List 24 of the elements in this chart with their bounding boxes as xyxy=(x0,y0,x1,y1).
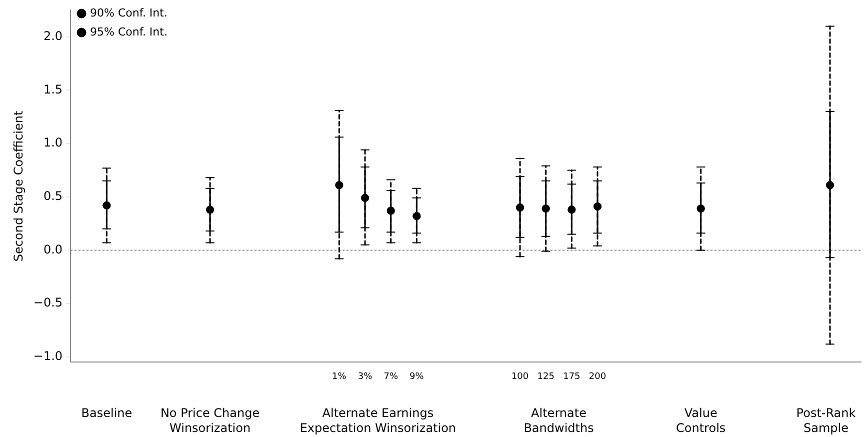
legend-label: 95% Conf. Int. xyxy=(90,25,168,38)
y-tick-label: 1.5 xyxy=(43,82,63,96)
x-tick-label: 100 xyxy=(511,372,529,382)
y-axis-title: Second Stage Coefficient xyxy=(11,110,26,262)
y-tick-label: 1.0 xyxy=(43,136,63,150)
y-tick-label: −0.5 xyxy=(33,296,63,310)
x-tick-label: 1% xyxy=(332,372,347,382)
x-tick-label: 9% xyxy=(410,372,424,382)
text: Alternate Earnings Expectation Winsorization xyxy=(300,406,456,436)
x-tick-label: 200 xyxy=(588,372,606,382)
text: Value Controls xyxy=(676,406,726,436)
text: Baseline xyxy=(81,406,132,420)
text: No Price Change Winsorization xyxy=(160,406,260,436)
x-tick-label: 175 xyxy=(563,372,580,382)
x-tick-label: 125 xyxy=(537,372,554,382)
x-tick-label: 7% xyxy=(384,372,398,382)
x-tick-label: 3% xyxy=(358,372,373,382)
text: Post-Rank Sample xyxy=(796,406,856,436)
text: Alternate Bandwidths xyxy=(524,406,594,436)
legend-label: 90% Conf. Int. xyxy=(90,6,168,20)
y-tick-label: 0.0 xyxy=(43,242,63,256)
y-tick-label: 0.5 xyxy=(43,188,63,203)
y-tick-label: −1.0 xyxy=(33,348,63,363)
y-tick-label: 2.0 xyxy=(43,28,63,43)
